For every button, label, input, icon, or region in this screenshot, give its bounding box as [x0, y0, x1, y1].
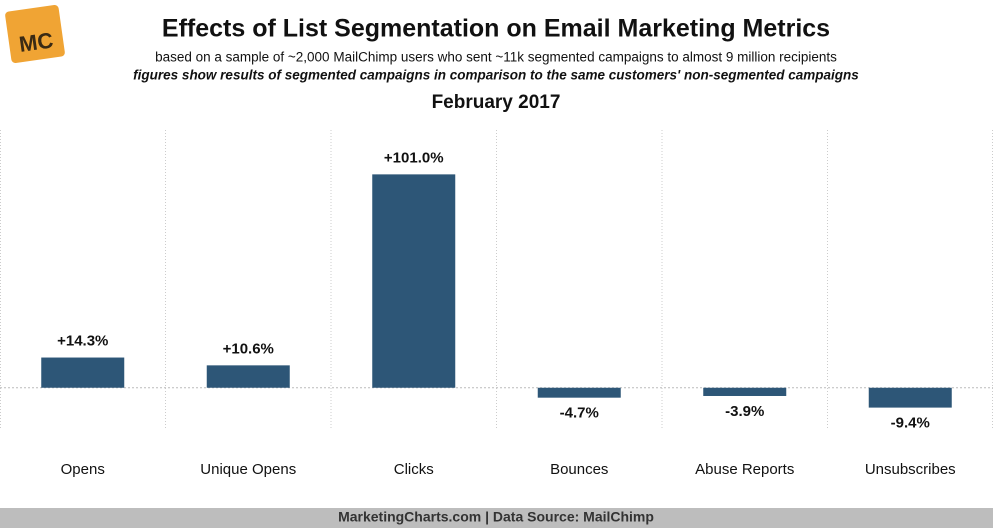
value-label: -9.4% [891, 415, 930, 432]
logo: MC [5, 5, 65, 63]
chart-title: Effects of List Segmentation on Email Ma… [162, 15, 830, 43]
x-tick-label: Unique Opens [200, 461, 296, 478]
value-label: +10.6% [223, 340, 274, 357]
value-label: +101.0% [384, 149, 444, 166]
x-tick-label: Opens [61, 461, 105, 478]
footer-band [0, 508, 993, 528]
bar [868, 387, 952, 408]
x-tick-label: Unsubscribes [865, 461, 956, 478]
value-label: -4.7% [560, 405, 599, 422]
chart-subtitle: based on a sample of ~2,000 MailChimp us… [155, 50, 837, 65]
logo-text: MC [17, 27, 54, 57]
bar [206, 365, 290, 388]
chart-note: figures show results of segmented campai… [133, 68, 859, 83]
value-label: +14.3% [57, 333, 108, 350]
chart-period: February 2017 [432, 92, 561, 113]
bar [537, 387, 621, 398]
x-tick-label: Bounces [550, 461, 608, 478]
logo-badge [5, 5, 65, 63]
x-tick-label: Clicks [394, 461, 434, 478]
bar [703, 387, 787, 396]
x-tick-label: Abuse Reports [695, 461, 794, 478]
bar [41, 357, 125, 388]
value-label: -3.9% [725, 403, 764, 420]
bar [372, 174, 456, 388]
source: MarketingCharts.com | Data Source: MailC… [338, 509, 654, 525]
